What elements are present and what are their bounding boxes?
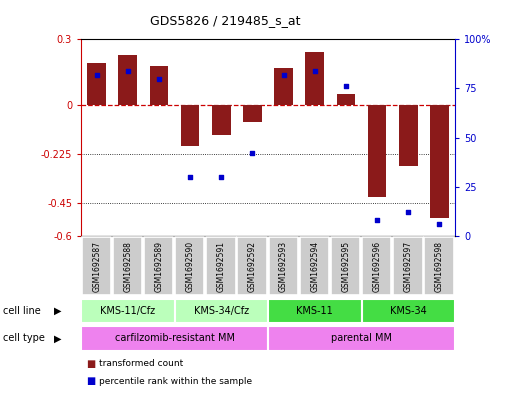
FancyBboxPatch shape xyxy=(81,299,175,323)
FancyBboxPatch shape xyxy=(300,237,329,296)
FancyBboxPatch shape xyxy=(175,237,204,296)
Text: cell line: cell line xyxy=(3,306,40,316)
Bar xyxy=(305,52,324,105)
FancyBboxPatch shape xyxy=(362,237,391,296)
Text: GSM1692593: GSM1692593 xyxy=(279,241,288,292)
Text: percentile rank within the sample: percentile rank within the sample xyxy=(99,377,253,386)
FancyBboxPatch shape xyxy=(237,237,267,296)
Text: GSM1692591: GSM1692591 xyxy=(217,241,226,292)
Text: transformed count: transformed count xyxy=(99,359,184,368)
Text: GSM1692595: GSM1692595 xyxy=(342,241,350,292)
Point xyxy=(279,72,288,78)
FancyBboxPatch shape xyxy=(361,299,455,323)
FancyBboxPatch shape xyxy=(425,237,454,296)
Bar xyxy=(337,94,355,105)
Text: GSM1692588: GSM1692588 xyxy=(123,241,132,292)
Point xyxy=(311,68,319,74)
Bar xyxy=(118,55,137,105)
FancyBboxPatch shape xyxy=(393,237,423,296)
FancyBboxPatch shape xyxy=(144,237,173,296)
Point xyxy=(435,221,444,227)
Bar xyxy=(212,105,231,135)
FancyBboxPatch shape xyxy=(268,299,361,323)
Text: ■: ■ xyxy=(86,358,96,369)
Text: cell type: cell type xyxy=(3,333,44,343)
Text: carfilzomib-resistant MM: carfilzomib-resistant MM xyxy=(115,333,234,343)
Point xyxy=(217,174,225,180)
FancyBboxPatch shape xyxy=(81,326,268,351)
Bar xyxy=(181,105,199,146)
Text: GSM1692589: GSM1692589 xyxy=(154,241,164,292)
Bar xyxy=(274,68,293,105)
Text: ▶: ▶ xyxy=(54,306,61,316)
Text: KMS-11/Cfz: KMS-11/Cfz xyxy=(100,306,155,316)
Point xyxy=(248,150,257,156)
Text: GSM1692594: GSM1692594 xyxy=(310,241,319,292)
FancyBboxPatch shape xyxy=(207,237,236,296)
Bar xyxy=(399,105,417,166)
Text: ▶: ▶ xyxy=(54,333,61,343)
Text: GSM1692592: GSM1692592 xyxy=(248,241,257,292)
FancyBboxPatch shape xyxy=(331,237,360,296)
Point xyxy=(342,83,350,90)
Point xyxy=(93,72,101,78)
Bar xyxy=(243,105,262,122)
Point xyxy=(155,75,163,82)
Text: GSM1692596: GSM1692596 xyxy=(372,241,382,292)
Text: KMS-34/Cfz: KMS-34/Cfz xyxy=(194,306,249,316)
Bar xyxy=(150,66,168,105)
FancyBboxPatch shape xyxy=(113,237,142,296)
Text: GSM1692597: GSM1692597 xyxy=(404,241,413,292)
FancyBboxPatch shape xyxy=(175,299,268,323)
FancyBboxPatch shape xyxy=(82,237,111,296)
Point xyxy=(123,68,132,74)
FancyBboxPatch shape xyxy=(268,326,455,351)
Text: GSM1692587: GSM1692587 xyxy=(92,241,101,292)
FancyBboxPatch shape xyxy=(269,237,298,296)
Text: parental MM: parental MM xyxy=(331,333,392,343)
Bar xyxy=(430,105,449,219)
Point xyxy=(404,209,413,215)
Text: KMS-34: KMS-34 xyxy=(390,306,427,316)
Text: ■: ■ xyxy=(86,376,96,386)
Text: KMS-11: KMS-11 xyxy=(297,306,333,316)
Text: GSM1692598: GSM1692598 xyxy=(435,241,444,292)
Point xyxy=(373,217,381,223)
Text: GDS5826 / 219485_s_at: GDS5826 / 219485_s_at xyxy=(150,14,300,27)
Text: GSM1692590: GSM1692590 xyxy=(186,241,195,292)
Bar xyxy=(87,63,106,105)
Point xyxy=(186,174,195,180)
Bar xyxy=(368,105,386,196)
